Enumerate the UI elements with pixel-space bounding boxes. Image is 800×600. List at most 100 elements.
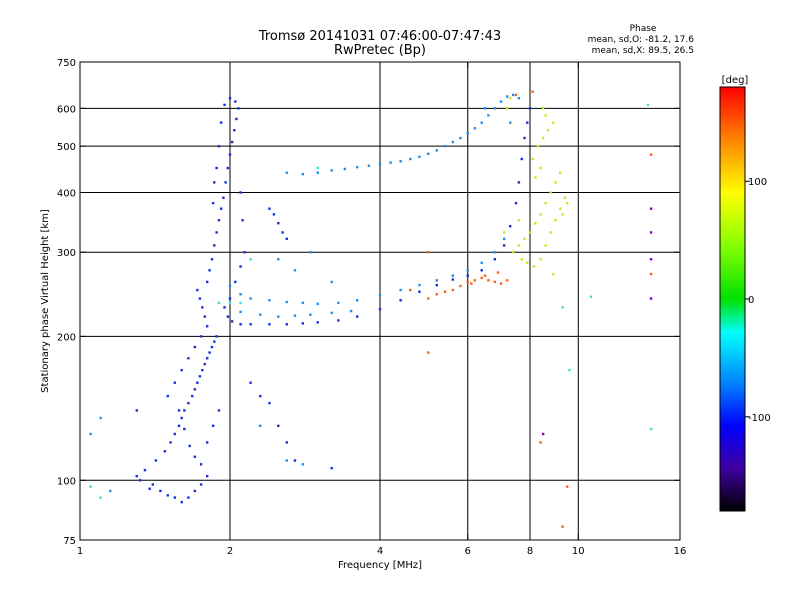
data-point — [259, 313, 262, 316]
data-point — [649, 297, 653, 300]
x-tick-label: 4 — [377, 546, 383, 557]
data-point — [493, 258, 497, 261]
data-point — [277, 222, 280, 225]
chart-title: Tromsø 20141031 07:46:00-07:47:43 — [258, 29, 501, 44]
data-point — [502, 231, 506, 234]
data-point — [226, 315, 230, 318]
data-point — [259, 394, 262, 398]
data-point — [217, 301, 221, 305]
data-point — [502, 237, 506, 241]
data-point — [219, 207, 223, 210]
data-point — [205, 441, 209, 444]
data-point — [544, 114, 547, 117]
data-point — [523, 237, 526, 241]
data-point — [89, 485, 92, 488]
data-point — [285, 459, 288, 462]
data-point — [496, 271, 500, 274]
data-point — [281, 231, 284, 234]
data-point — [205, 325, 209, 328]
data-point — [138, 479, 142, 482]
data-point — [316, 302, 319, 305]
data-point — [217, 144, 221, 148]
y-tick-label: 100 — [57, 476, 76, 487]
data-point — [378, 307, 382, 311]
data-point — [187, 496, 190, 499]
data-point — [505, 107, 509, 110]
data-point — [309, 251, 312, 254]
data-point — [568, 368, 571, 372]
data-point — [193, 455, 197, 458]
data-point — [330, 466, 333, 470]
data-point — [330, 280, 333, 284]
data-point — [201, 368, 204, 372]
data-point — [544, 201, 547, 205]
axis-ticks: 1 2 4 6 8 10 16 75 100 200 300 400 500 600 750 — [57, 58, 686, 557]
data-point — [539, 258, 542, 261]
data-point — [427, 351, 430, 354]
data-point — [427, 297, 430, 300]
x-tick-label: 2 — [227, 546, 233, 557]
data-point — [99, 416, 102, 420]
data-point — [337, 319, 340, 322]
data-point — [466, 132, 469, 135]
data-point — [508, 225, 512, 228]
data-point — [159, 489, 162, 493]
data-point — [505, 95, 509, 98]
data-point — [151, 483, 155, 486]
data-point — [649, 427, 653, 431]
data-point — [514, 201, 518, 205]
data-point — [234, 280, 237, 284]
data-point — [565, 201, 569, 205]
data-point — [466, 280, 469, 284]
data-point — [219, 121, 223, 124]
data-point — [208, 351, 211, 354]
data-point — [427, 152, 430, 155]
data-point — [528, 107, 532, 110]
data-point — [551, 121, 555, 124]
data-point — [163, 450, 167, 453]
data-point — [233, 128, 236, 132]
y-tick-label: 200 — [57, 332, 76, 343]
data-point — [389, 161, 392, 164]
data-point — [301, 322, 305, 325]
data-point — [211, 201, 215, 205]
data-point — [523, 136, 526, 140]
data-point — [211, 424, 215, 428]
data-point — [466, 274, 469, 277]
data-point — [277, 315, 280, 318]
data-point — [517, 96, 521, 100]
data-point — [241, 219, 244, 222]
data-point — [215, 166, 218, 170]
data-point — [183, 427, 186, 431]
data-point — [459, 136, 462, 140]
data-point — [230, 140, 234, 144]
data-point — [367, 164, 371, 167]
data-point — [349, 309, 353, 313]
data-point — [205, 280, 209, 284]
data-point — [649, 207, 653, 210]
data-point — [355, 299, 359, 302]
data-point — [378, 163, 382, 166]
data-point — [224, 181, 227, 184]
data-point — [228, 297, 232, 300]
data-point — [169, 441, 172, 444]
data-point — [409, 288, 412, 292]
data-point — [285, 171, 288, 174]
colorbar-ticks: 100 0 -100 — [745, 177, 771, 424]
data-point — [213, 181, 216, 184]
data-point — [526, 261, 529, 265]
data-point — [213, 340, 216, 343]
data-point — [99, 496, 102, 499]
data-point — [183, 409, 186, 412]
data-point — [435, 293, 438, 296]
data-point — [277, 424, 280, 428]
data-point — [480, 121, 483, 124]
data-point — [418, 283, 421, 287]
data-point — [154, 459, 158, 462]
data-point — [201, 306, 204, 309]
colorbar-tick-label: 100 — [748, 177, 767, 188]
x-axis-label: Frequency [MHz] — [338, 560, 422, 571]
data-point — [166, 494, 169, 497]
data-point — [191, 394, 194, 398]
data-point — [198, 297, 202, 300]
